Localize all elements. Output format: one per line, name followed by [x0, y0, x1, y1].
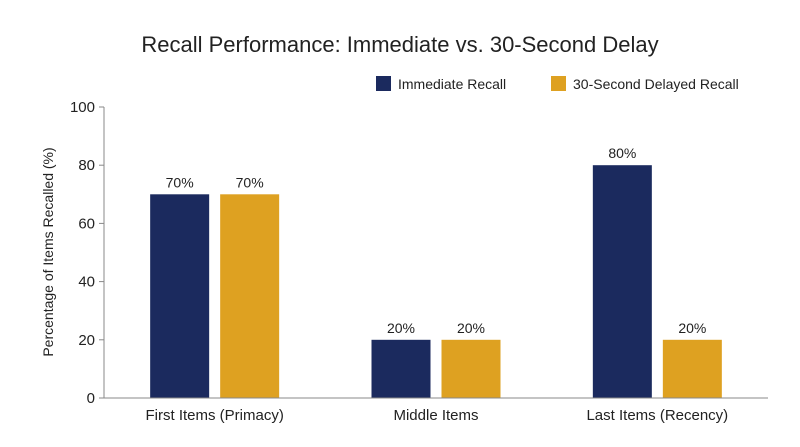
x-tick-label: First Items (Primacy)	[146, 407, 284, 424]
bar-immediate	[592, 165, 652, 398]
y-tick-label: 20	[78, 332, 95, 349]
y-tick-label: 40	[78, 274, 95, 291]
y-tick-label: 60	[78, 215, 95, 232]
bar-value-label: 20%	[678, 320, 706, 336]
bars	[150, 165, 722, 398]
legend-swatch-immediate	[376, 76, 391, 91]
legend-label-delayed: 30-Second Delayed Recall	[573, 76, 739, 92]
y-axis-ticks: 0 20 40 60 80 100	[70, 99, 104, 407]
bar-value-label: 80%	[608, 145, 636, 161]
y-tick-label: 100	[70, 99, 95, 116]
bar-value-labels: 70% 70% 20% 20% 80% 20%	[166, 145, 707, 336]
x-tick-label: Last Items (Recency)	[586, 407, 728, 424]
y-axis-label: Percentage of Items Recalled (%)	[40, 147, 56, 356]
bar-immediate	[150, 194, 210, 398]
bar-value-label: 20%	[387, 320, 415, 336]
y-tick-label: 80	[78, 157, 95, 174]
y-tick-label: 0	[87, 390, 95, 407]
bar-delayed	[441, 339, 501, 398]
legend: Immediate Recall 30-Second Delayed Recal…	[376, 76, 739, 92]
bar-delayed	[220, 194, 280, 398]
bar-value-label: 70%	[236, 174, 264, 190]
bar-value-label: 20%	[457, 320, 485, 336]
legend-swatch-delayed	[551, 76, 566, 91]
x-axis-ticks: First Items (Primacy) Middle Items Last It…	[146, 407, 729, 424]
x-tick-label: Middle Items	[393, 407, 478, 424]
legend-label-immediate: Immediate Recall	[398, 76, 506, 92]
bar-value-label: 70%	[166, 174, 194, 190]
chart-title: Recall Performance: Immediate vs. 30-Sec…	[141, 32, 658, 57]
bar-delayed	[662, 339, 722, 398]
bar-immediate	[371, 339, 431, 398]
